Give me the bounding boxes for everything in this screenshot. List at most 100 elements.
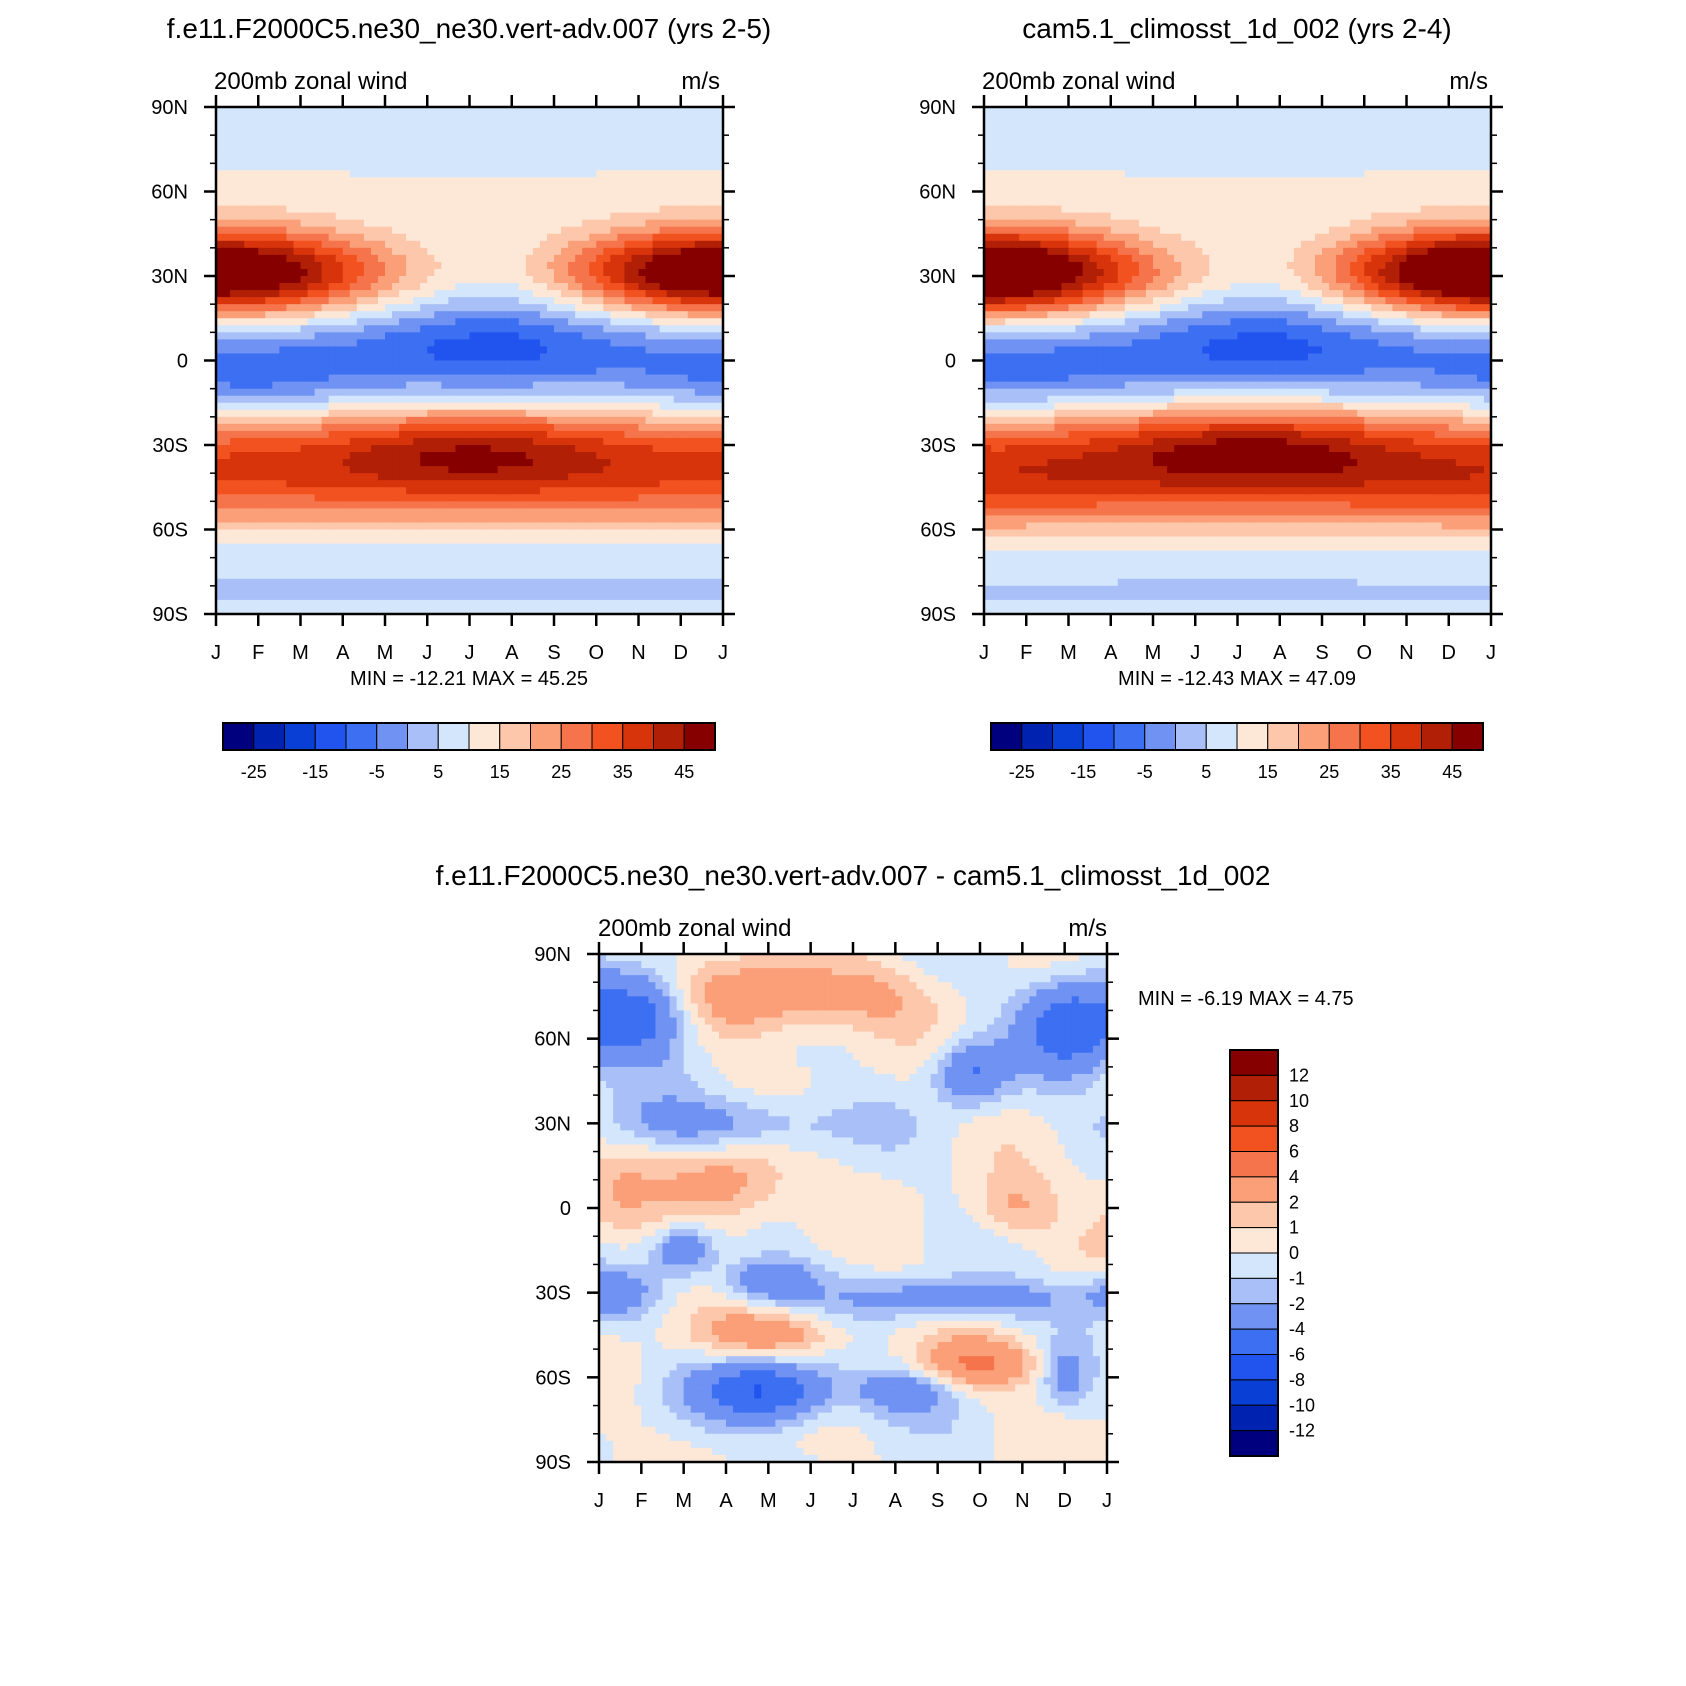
contour-cell <box>652 276 661 284</box>
contour-cell <box>342 430 351 439</box>
contour-cell <box>617 177 626 186</box>
contour-cell <box>687 149 696 157</box>
contour-cell <box>476 240 485 249</box>
contour-cell <box>413 571 421 580</box>
contour-cell <box>230 346 238 355</box>
contour-cell <box>701 261 710 270</box>
contour-cell <box>293 494 302 502</box>
contour-cell <box>286 198 295 207</box>
contour-cell <box>392 184 400 193</box>
contour-cell <box>582 276 590 284</box>
contour-cell <box>420 459 428 467</box>
contour-cell <box>363 283 372 291</box>
contour-cell <box>701 276 710 284</box>
contour-cell <box>715 367 724 376</box>
contour-cell <box>335 515 344 524</box>
contour-cell <box>589 395 597 404</box>
contour-cell <box>546 508 555 517</box>
contour-cell <box>638 114 647 122</box>
contour-cell <box>279 283 288 291</box>
contour-cell <box>258 304 266 312</box>
contour-cell <box>420 135 428 143</box>
contour-cell <box>237 395 245 404</box>
contour-cell <box>596 240 604 249</box>
contour-cell <box>286 163 295 171</box>
contour-cell <box>554 163 562 171</box>
contour-cell <box>455 184 464 193</box>
contour-cell <box>483 395 492 404</box>
contour-cell <box>462 332 471 340</box>
contour-cell <box>624 332 633 340</box>
contour-cell <box>258 325 266 333</box>
contour-cell <box>363 388 372 397</box>
contour-cell <box>363 226 372 235</box>
contour-cell <box>687 156 696 164</box>
contour-cell <box>518 219 527 228</box>
contour-cell <box>582 402 590 411</box>
contour-cell <box>399 508 407 517</box>
contour-cell <box>680 515 689 524</box>
contour-cell <box>539 578 548 587</box>
contour-cell <box>335 128 344 136</box>
contour-cell <box>511 156 520 164</box>
contour-cell <box>406 571 414 580</box>
contour-cell <box>356 374 365 383</box>
contour-cell <box>399 219 407 228</box>
contour-cell <box>596 177 604 186</box>
contour-cell <box>455 276 464 284</box>
contour-cell <box>582 360 590 369</box>
panel-a-title: f.e11.F2000C5.ne30_ne30.vert-adv.007 (yr… <box>167 13 771 44</box>
contour-cell <box>272 311 280 319</box>
contour-cell <box>448 142 457 150</box>
contour-cell <box>321 353 330 362</box>
contour-cell <box>483 142 492 150</box>
contour-cell <box>476 374 485 383</box>
contour-cell <box>377 268 386 277</box>
contour-cell <box>406 198 414 207</box>
contour-cell <box>561 480 569 488</box>
contour-cell <box>596 170 604 179</box>
contour-cell <box>525 128 534 136</box>
contour-cell <box>469 473 478 481</box>
contour-cell <box>511 494 520 502</box>
contour-cell <box>617 416 626 425</box>
contour-cell <box>469 494 478 502</box>
contour-cell <box>413 494 421 502</box>
contour-cell <box>568 283 576 291</box>
contour-cell <box>631 402 640 411</box>
contour-cell <box>694 318 703 326</box>
contour-cell <box>448 198 457 207</box>
contour-cell <box>610 508 618 517</box>
contour-cell <box>575 142 583 150</box>
contour-cell <box>582 332 590 340</box>
contour-cell <box>504 311 513 319</box>
contour-cell <box>715 529 724 538</box>
contour-cell <box>448 381 457 390</box>
contour-cell <box>321 550 330 559</box>
contour-cell <box>293 402 302 411</box>
contour-cell <box>377 184 386 193</box>
contour-cell <box>314 149 323 157</box>
contour-cell <box>363 564 372 573</box>
contour-cell <box>279 494 288 502</box>
contour-cell <box>680 445 689 453</box>
contour-cell <box>680 459 689 467</box>
contour-cell <box>420 318 428 326</box>
contour-cell <box>399 226 407 235</box>
contour-cell <box>230 395 238 404</box>
contour-cell <box>321 121 330 129</box>
contour-cell <box>399 240 407 249</box>
contour-cell <box>462 247 471 256</box>
contour-cell <box>645 268 654 277</box>
contour-cell <box>230 156 238 164</box>
contour-cell <box>237 445 245 453</box>
contour-cell <box>708 346 717 355</box>
contour-cell <box>638 339 647 348</box>
contour-cell <box>715 578 724 587</box>
contour-cell <box>659 578 668 587</box>
contour-cell <box>385 276 393 284</box>
contour-cell <box>603 536 611 545</box>
contour-cell <box>370 233 379 242</box>
contour-cell <box>230 149 238 157</box>
contour-cell <box>589 494 597 502</box>
